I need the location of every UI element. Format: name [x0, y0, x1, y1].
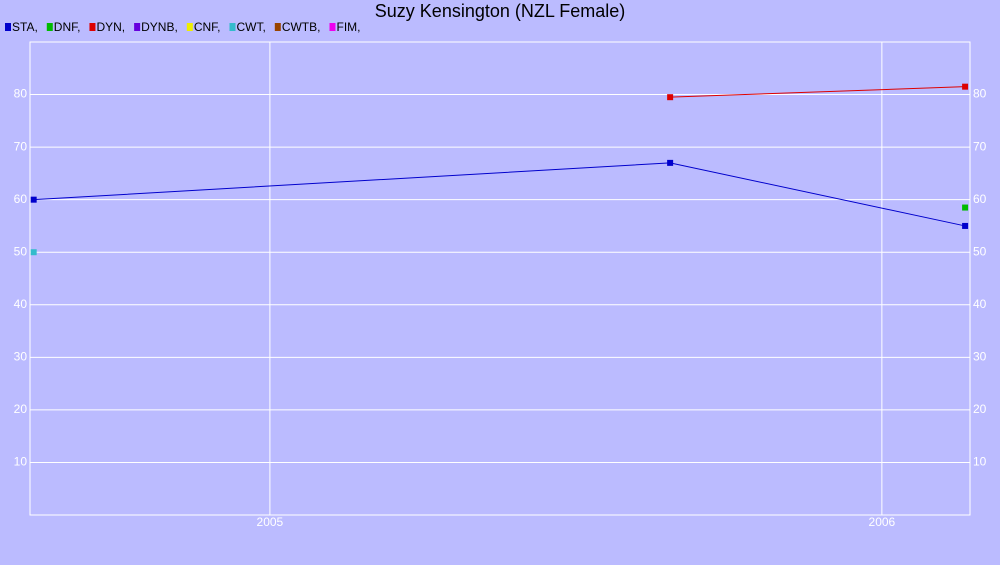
y-tick-label: 20 — [14, 402, 28, 416]
data-point — [667, 159, 674, 166]
data-point — [962, 83, 969, 90]
data-point — [30, 196, 37, 203]
x-tick-label: 2005 — [257, 515, 284, 529]
y2-tick-label: 60 — [973, 192, 987, 206]
legend-label: CWTB, — [282, 20, 321, 34]
legend-swatch — [46, 23, 53, 31]
legend-swatch — [186, 23, 193, 31]
legend-swatch — [229, 23, 236, 31]
data-point — [962, 204, 969, 211]
legend-label: FIM, — [336, 20, 360, 34]
legend-label: DYNB, — [141, 20, 178, 34]
legend-swatch — [5, 23, 11, 31]
data-point — [962, 222, 969, 229]
y2-tick-label: 80 — [973, 87, 987, 101]
plot-frame — [29, 41, 971, 516]
y-tick-label: 40 — [14, 297, 28, 311]
y-tick-label: 10 — [14, 455, 28, 469]
data-point — [667, 94, 674, 101]
y-tick-label: 70 — [14, 139, 28, 153]
y2-tick-label: 30 — [973, 350, 987, 364]
y-tick-label: 60 — [14, 192, 28, 206]
legend-swatch — [89, 23, 96, 31]
chart-title: Suzy Kensington (NZL Female) — [375, 1, 625, 21]
y-tick-label: 30 — [14, 350, 28, 364]
y2-tick-label: 40 — [973, 297, 987, 311]
y2-tick-label: 50 — [973, 244, 987, 258]
x-tick-label: 2006 — [869, 515, 896, 529]
legend-label: CWT, — [236, 20, 265, 34]
series-line — [670, 86, 966, 98]
y-tick-label: 80 — [14, 87, 28, 101]
legend-label: DYN, — [96, 20, 125, 34]
legend-swatch — [134, 23, 141, 31]
legend-swatch — [329, 23, 336, 31]
legend-label: CNF, — [194, 20, 221, 34]
legend-swatch — [274, 23, 281, 31]
data-point — [30, 249, 37, 256]
legend-label: STA, — [12, 20, 38, 34]
legend-label: DNF, — [54, 20, 81, 34]
y2-tick-label: 10 — [973, 455, 987, 469]
y-tick-label: 50 — [14, 244, 28, 258]
y2-tick-label: 20 — [973, 402, 987, 416]
y2-tick-label: 70 — [973, 139, 987, 153]
